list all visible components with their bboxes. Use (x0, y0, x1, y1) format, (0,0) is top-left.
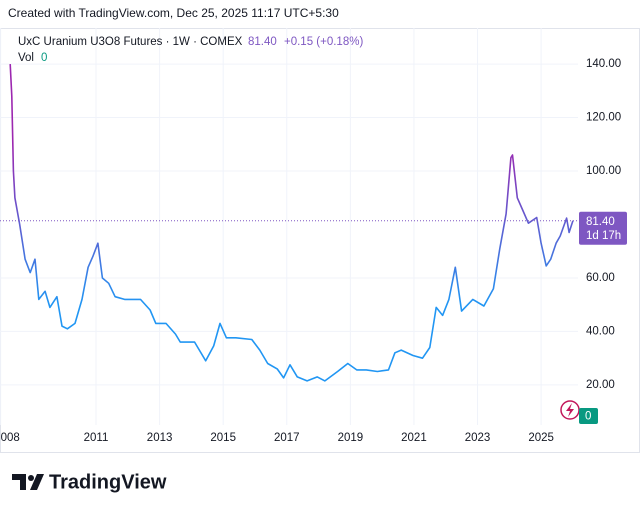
brand-logo: TradingView (12, 471, 167, 493)
x-tick-label: 2019 (338, 432, 364, 444)
y-tick-label: 60.00 (586, 272, 615, 284)
y-tick-label: 40.00 (586, 325, 615, 337)
y-tick-label: 120.00 (586, 112, 621, 124)
y-axis: 20.00 40.00 60.00 100.00 120.00 140.00 (586, 58, 621, 391)
last-price-label: 81.40 (586, 216, 615, 228)
x-tick-label: 008 (1, 432, 20, 444)
volume-box (579, 408, 598, 424)
x-tick-label: 2023 (465, 432, 491, 444)
x-tick-label: 2021 (401, 432, 427, 444)
legend: UxC Uranium U3O8 Futures · 1W · COMEX 81… (18, 36, 363, 64)
volume-label: Vol (18, 52, 34, 64)
x-tick-label: 2011 (84, 432, 109, 444)
x-axis: 008 2011 2013 2015 2017 2019 2021 2023 2025 (1, 432, 554, 444)
x-tick-label: 2015 (210, 432, 236, 444)
brand-name: TradingView (49, 471, 167, 493)
x-tick-label: 2017 (274, 432, 300, 444)
countdown-label: 1d 17h (586, 230, 621, 242)
legend-change: +0.15 (+0.18%) (284, 36, 363, 48)
y-tick-label: 100.00 (586, 165, 621, 177)
legend-price: 81.40 (248, 36, 277, 48)
grid (0, 28, 578, 425)
volume-box-label: 0 (585, 411, 591, 423)
x-tick-label: 2025 (528, 432, 554, 444)
watermark: Created with TradingView.com, Dec 25, 20… (8, 6, 339, 20)
x-tick-label: 2013 (147, 432, 173, 444)
y-tick-label: 20.00 (586, 379, 615, 391)
alert-icon (560, 400, 580, 420)
plot (9, 64, 574, 382)
last-price-box (579, 211, 627, 245)
volume-value: 0 (41, 52, 47, 64)
price-line (9, 64, 574, 382)
legend-title: UxC Uranium U3O8 Futures · 1W · COMEX (18, 36, 243, 48)
y-tick-label: 140.00 (586, 58, 621, 70)
